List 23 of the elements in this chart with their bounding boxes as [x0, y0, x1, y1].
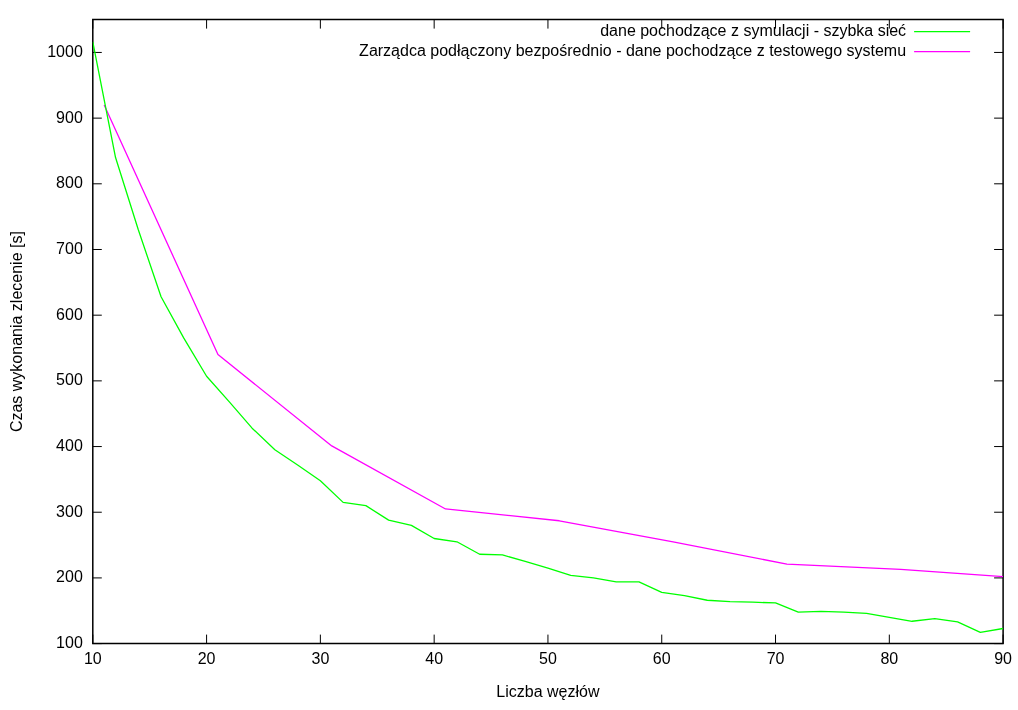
y-tick-label: 1000 — [47, 42, 83, 60]
y-tick-label: 400 — [56, 436, 83, 454]
y-axis-title: Czas wykonania zlecenie [s] — [8, 231, 26, 433]
x-tick-label: 30 — [311, 649, 330, 667]
legend-label: dane pochodzące z symulacji - szybka sieć — [600, 22, 907, 40]
x-tick-label: 40 — [425, 649, 444, 667]
y-tick-label: 800 — [56, 174, 83, 192]
y-tick-label: 900 — [56, 108, 83, 126]
y-tick-label: 200 — [56, 568, 83, 586]
x-tick-label: 60 — [652, 649, 671, 667]
x-tick-label: 90 — [994, 649, 1013, 667]
y-tick-label: 100 — [56, 634, 83, 652]
x-tick-label: 20 — [197, 649, 216, 667]
y-tick-label: 700 — [56, 239, 83, 257]
x-tick-label: 50 — [539, 649, 557, 667]
y-tick-label: 500 — [56, 371, 83, 389]
y-tick-label: 600 — [56, 305, 83, 323]
legend-label: Zarządca podłączony bezpośrednio - dane pochodzące z testowego systemu — [359, 42, 907, 60]
x-tick-label: 80 — [880, 649, 899, 667]
x-tick-label: 10 — [83, 649, 102, 667]
x-axis-title: Liczba węzłów — [496, 682, 600, 700]
y-tick-label: 300 — [56, 502, 83, 520]
x-tick-label: 70 — [766, 649, 785, 667]
